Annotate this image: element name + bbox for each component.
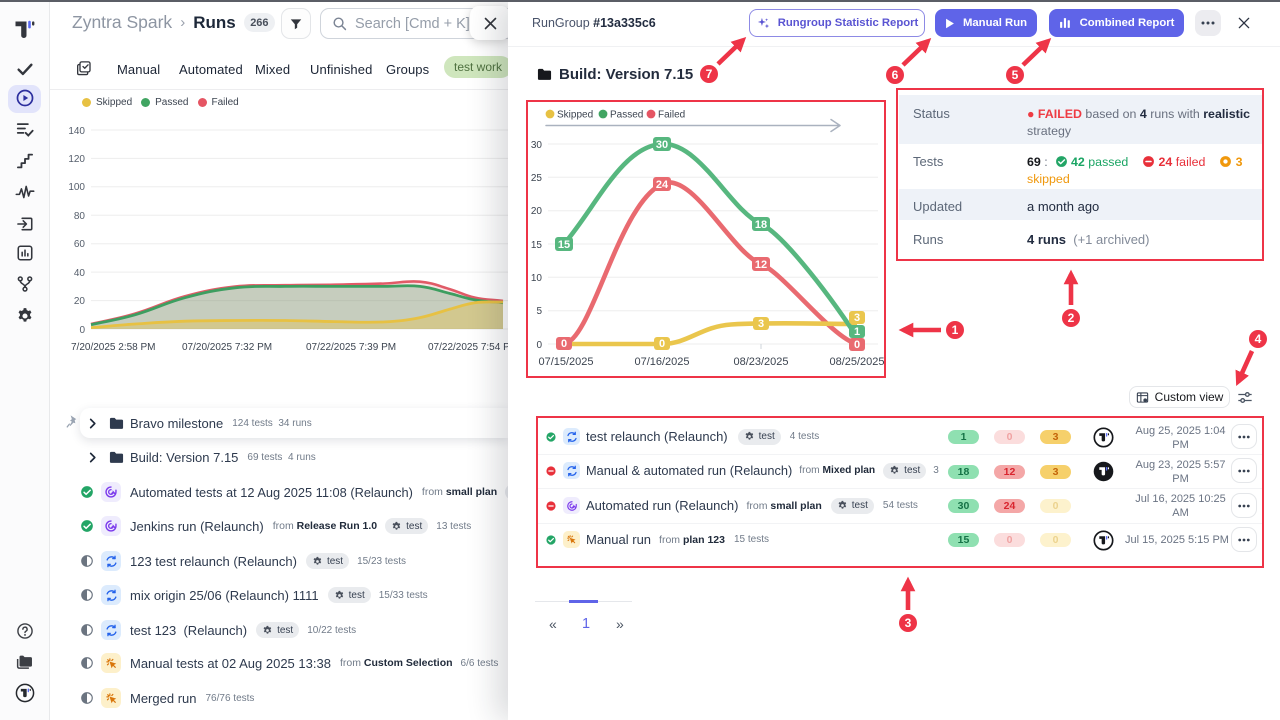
svg-text:15: 15 [558, 239, 570, 251]
svg-text:10: 10 [531, 273, 543, 284]
svg-text:30: 30 [656, 139, 668, 151]
svg-text:0: 0 [561, 338, 567, 350]
svg-text:25: 25 [531, 173, 543, 184]
svg-text:40: 40 [74, 268, 86, 279]
svg-text:80: 80 [74, 211, 86, 222]
svg-text:0: 0 [659, 338, 665, 350]
svg-text:24: 24 [656, 179, 669, 191]
svg-text:07/22/2025 7:39 PM: 07/22/2025 7:39 PM [306, 342, 396, 353]
svg-text:07/16/2025: 07/16/2025 [634, 356, 689, 368]
svg-text:0: 0 [854, 339, 860, 351]
svg-text:20: 20 [531, 206, 543, 217]
svg-text:20: 20 [74, 296, 86, 307]
svg-text:60: 60 [74, 239, 86, 250]
svg-text:Passed: Passed [610, 110, 643, 121]
svg-text:08/25/2025: 08/25/2025 [829, 356, 884, 368]
svg-text:0: 0 [79, 325, 85, 336]
svg-text:18: 18 [755, 219, 767, 231]
svg-text:120: 120 [68, 154, 85, 165]
svg-text:07/22/2025 7:54 P: 07/22/2025 7:54 P [428, 342, 508, 353]
svg-text:140: 140 [68, 126, 85, 137]
svg-text:30: 30 [531, 140, 543, 151]
svg-text:3: 3 [758, 318, 764, 330]
svg-text:0: 0 [536, 340, 542, 351]
svg-text:1: 1 [854, 326, 860, 338]
svg-text:5: 5 [536, 306, 542, 317]
svg-text:Skipped: Skipped [557, 110, 593, 121]
svg-text:07/15/2025: 07/15/2025 [538, 356, 593, 368]
svg-text:15: 15 [531, 240, 543, 251]
svg-text:7/20/2025 2:58 PM: 7/20/2025 2:58 PM [71, 342, 156, 353]
svg-text:3: 3 [854, 312, 860, 324]
svg-text:07/20/2025 7:32 PM: 07/20/2025 7:32 PM [182, 342, 272, 353]
svg-text:08/23/2025: 08/23/2025 [733, 356, 788, 368]
svg-text:12: 12 [755, 259, 767, 271]
svg-text:100: 100 [68, 182, 85, 193]
svg-text:Failed: Failed [658, 110, 685, 121]
